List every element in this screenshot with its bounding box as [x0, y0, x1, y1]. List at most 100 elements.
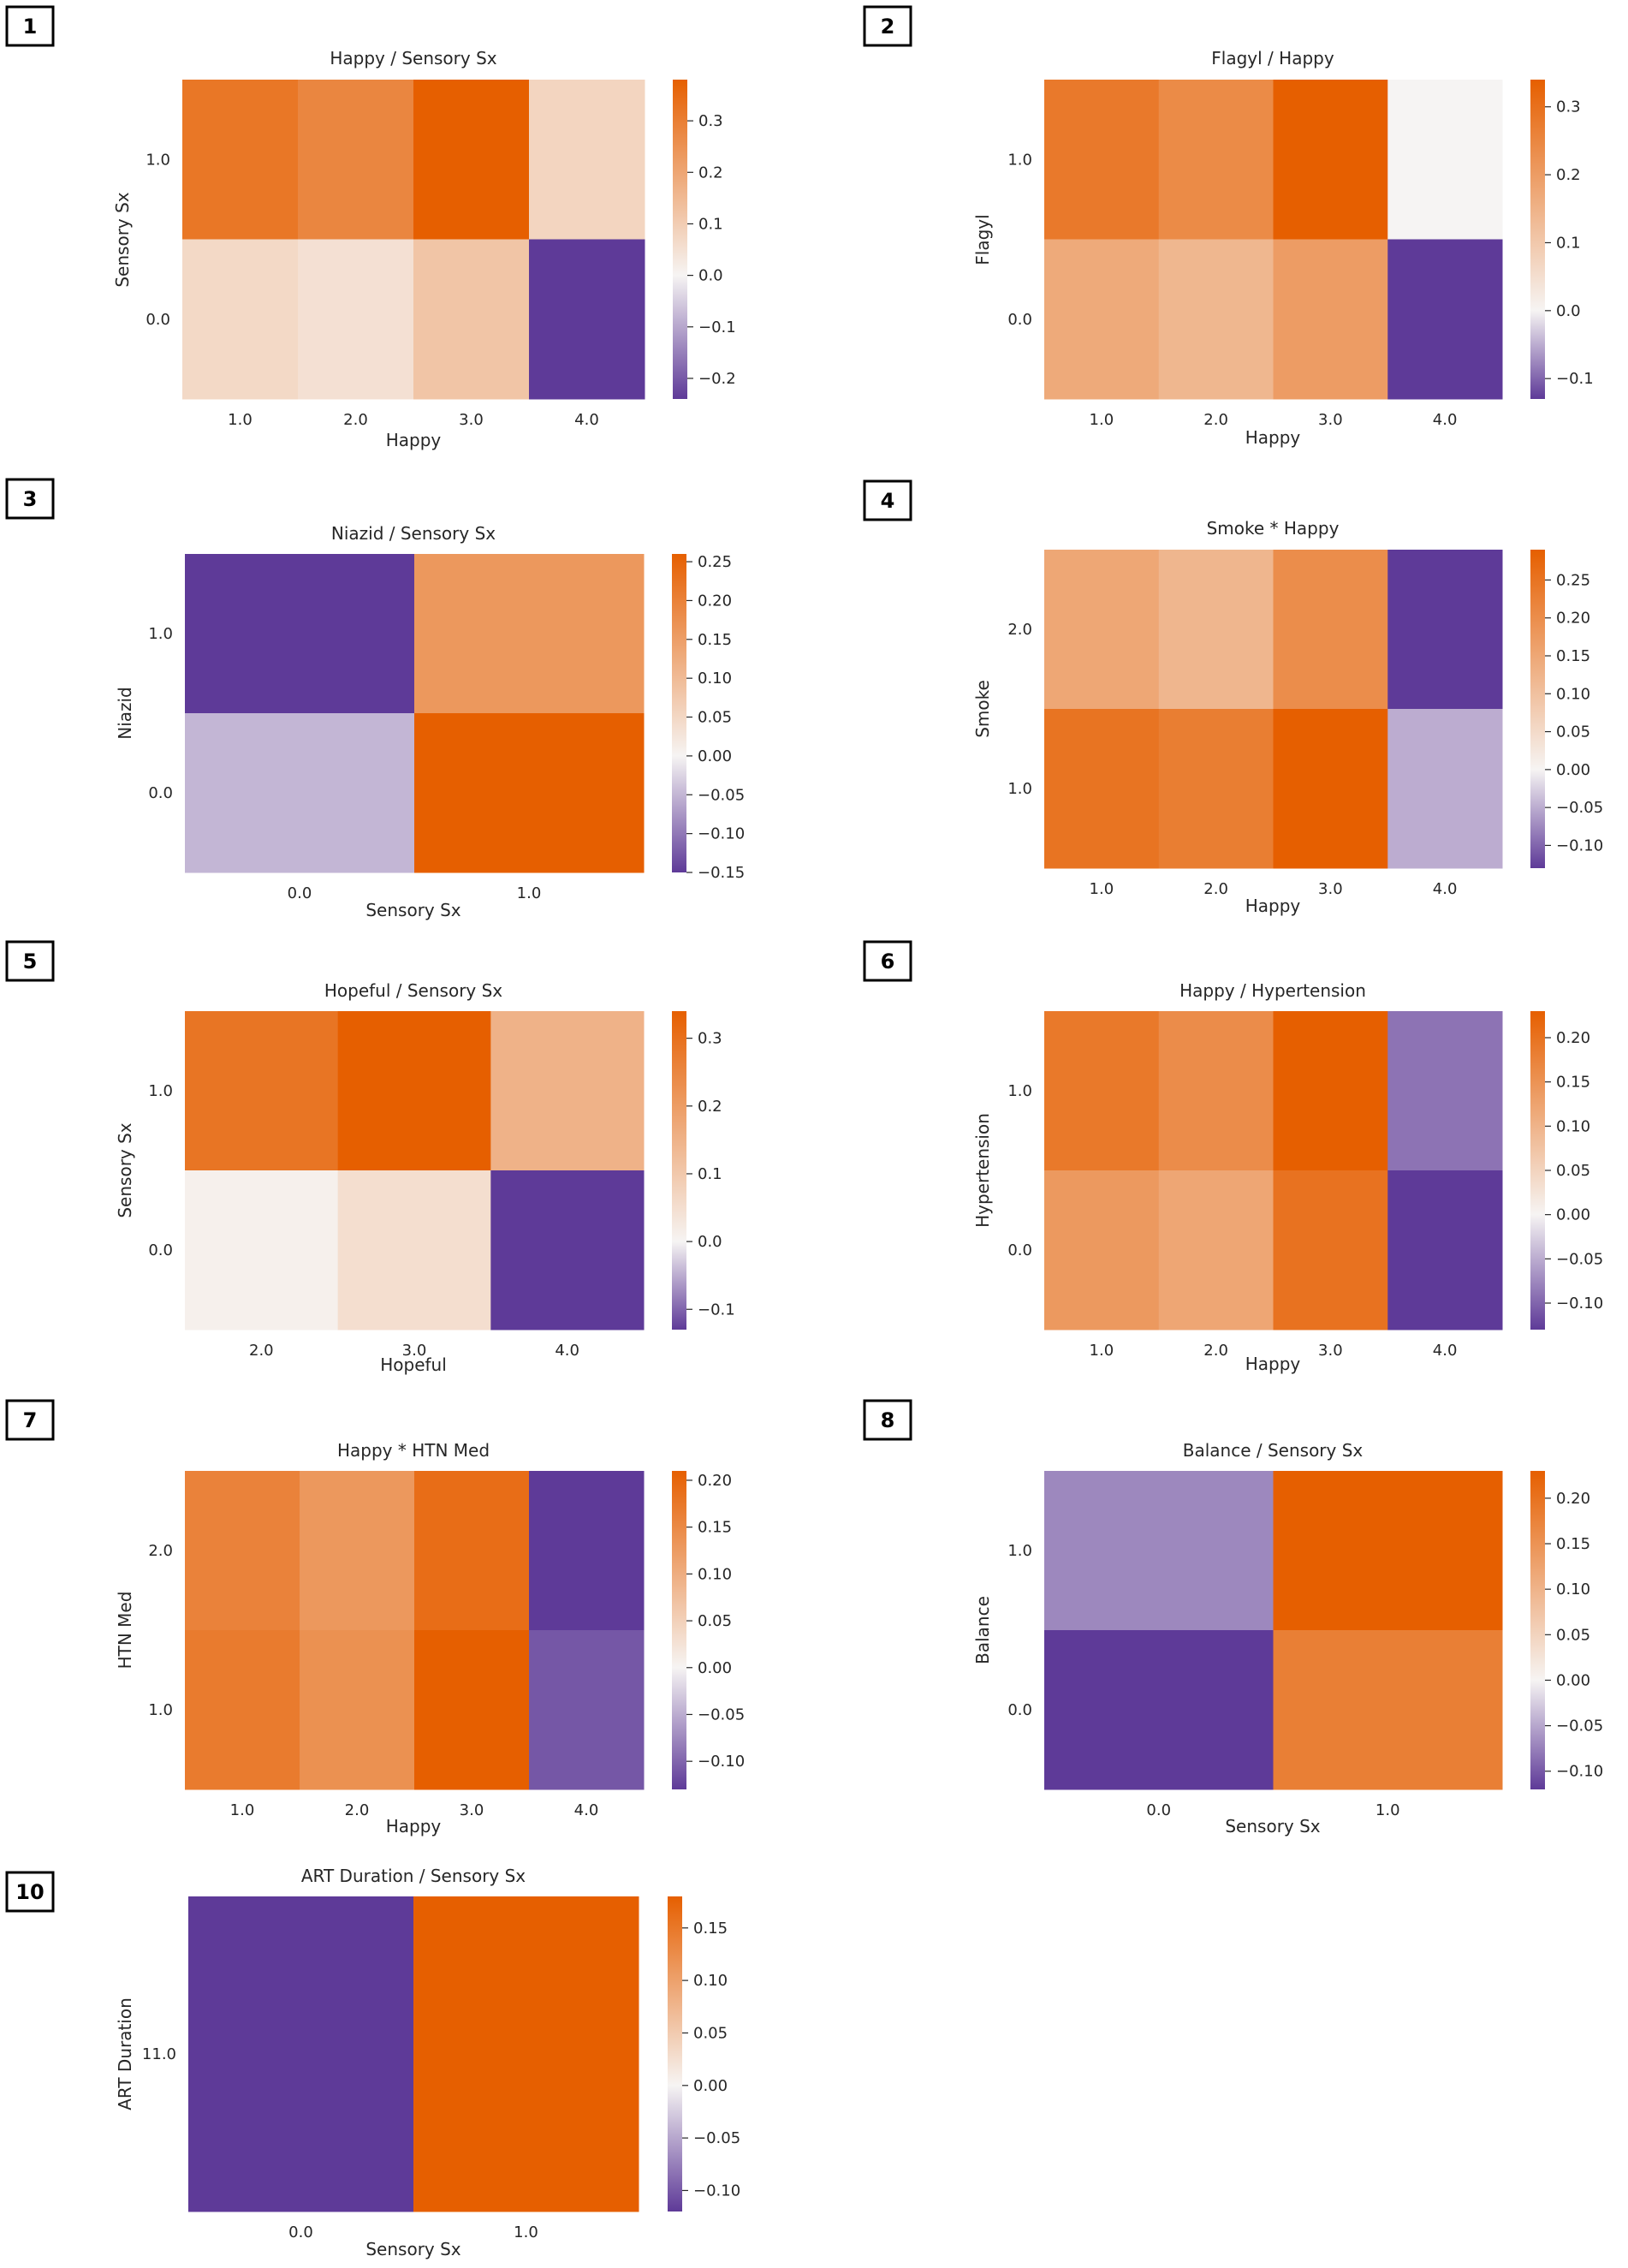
colorbar-tick-label: 0.15 [698, 631, 732, 649]
heatmap-panel-10: 10 ART Duration / Sensory Sx 0.0 1.0 11.0 Sen… [5, 1866, 740, 2259]
colorbar-tick-label: −0.10 [1556, 1763, 1603, 1781]
colorbar-tick-label: 0.0 [698, 1233, 722, 1251]
heatmap-cell [337, 1170, 491, 1330]
heatmap-cell [185, 554, 415, 714]
y-axis-label: Sensory Sx [112, 192, 133, 287]
colorbar-tick-label: −0.10 [1556, 836, 1603, 854]
y-axis-label: Smoke [972, 680, 993, 738]
chart-title: Balance / Sensory Sx [1183, 1440, 1364, 1461]
colorbar-tick-label: 0.0 [1556, 302, 1581, 320]
colorbar-tick-label: 0.20 [1556, 1029, 1590, 1047]
heatmap-cell [1158, 80, 1274, 240]
panel-badge: 3 [5, 478, 55, 520]
x-tick-label: 4.0 [555, 1342, 579, 1360]
x-axis-label: Sensory Sx [1225, 1816, 1320, 1836]
heatmap-cell [1044, 1630, 1274, 1790]
y-axis-label: ART Duration [115, 1997, 135, 2110]
heatmap-cell [1044, 1170, 1160, 1330]
x-tick-label: 2.0 [345, 1801, 370, 1819]
heatmap-cell [185, 713, 415, 873]
y-axis-label: Balance [972, 1596, 993, 1664]
heatmap-cell [1273, 709, 1388, 869]
colorbar-tick-label: −0.1 [698, 1301, 735, 1319]
x-axis-label: Sensory Sx [365, 900, 460, 920]
colorbar-tick-label: 0.1 [698, 1165, 722, 1183]
x-tick-label: 0.0 [1146, 1801, 1171, 1819]
y-tick-label: 1.0 [148, 1082, 173, 1100]
y-tick-label: 1.0 [1007, 1082, 1032, 1100]
heatmap-panel-3: 3 Niazid / Sensory Sx 0.0 1.0 1.0 0.0 Sensory … [5, 478, 745, 920]
heatmap-cell [1387, 709, 1503, 869]
colorbar-tick-label: 0.3 [698, 112, 723, 130]
x-tick-label: 1.0 [517, 884, 542, 902]
heatmap-cell [1158, 1011, 1274, 1171]
heatmap-cell [1158, 1170, 1274, 1330]
heatmap-panel-8: 8 Balance / Sensory Sx 0.0 1.0 1.0 0.0 Sensory… [863, 1399, 1603, 1836]
heatmap-cell [529, 239, 645, 400]
y-axis-label: Flagyl [972, 214, 993, 265]
heatmap-cell [1387, 550, 1503, 710]
y-tick-label: 1.0 [148, 1701, 173, 1719]
colorbar-tick-label: 0.00 [1556, 761, 1590, 779]
colorbar-tick-label: −0.1 [1556, 370, 1594, 388]
colorbar-tick-label: −0.10 [1556, 1295, 1603, 1313]
colorbar [668, 1896, 682, 2211]
chart-title: Hopeful / Sensory Sx [324, 980, 502, 1001]
x-tick-label: 4.0 [1433, 1342, 1458, 1360]
colorbar-tick-label: −0.2 [698, 370, 736, 388]
colorbar-tick-label: 0.05 [1556, 1626, 1590, 1644]
x-tick-label: 3.0 [1318, 411, 1343, 429]
heatmap-cell [414, 1471, 530, 1631]
panel-badge: 5 [5, 940, 55, 982]
colorbar-tick-label: 0.20 [698, 1472, 732, 1490]
colorbar-tick-label: 0.10 [1556, 1117, 1590, 1135]
x-tick-label: 1.0 [230, 1801, 255, 1819]
heatmap-cell [490, 1011, 645, 1171]
heatmap-cell [1273, 550, 1388, 710]
colorbar-tick-label: 0.05 [698, 1612, 732, 1630]
heatmap-cell [1158, 239, 1274, 400]
x-axis-label: Happy [1245, 896, 1301, 916]
x-tick-label: 3.0 [402, 1342, 427, 1360]
x-tick-label: 4.0 [1433, 880, 1458, 898]
x-tick-label: 4.0 [574, 1801, 599, 1819]
heatmap-cell [529, 1630, 645, 1790]
heatmap-panel-7: 7 Happy * HTN Med 1.0 2.0 3.0 4.0 2.0 1.0 Happy H… [5, 1399, 745, 1836]
heatmap-cell [490, 1170, 645, 1330]
panel-number: 4 [881, 489, 895, 513]
colorbar-tick-label: 0.00 [698, 747, 732, 765]
colorbar-tick-label: 0.2 [698, 164, 723, 182]
heatmap-panel-6: 6 Happy / Hypertension 1.0 2.0 3.0 4.0 1.0 0.0 H… [863, 940, 1603, 1374]
colorbar-tick-label: 0.10 [1556, 685, 1590, 703]
y-tick-label: 1.0 [1007, 151, 1032, 169]
x-tick-label: 1.0 [1090, 1342, 1114, 1360]
panel-badge: 4 [863, 479, 912, 521]
chart-title: Happy / Sensory Sx [330, 48, 496, 68]
heatmap-cell [300, 1471, 415, 1631]
colorbar-tick-label: 0.2 [698, 1098, 722, 1116]
heatmap-cell [1273, 1170, 1388, 1330]
colorbar-tick-label: −0.15 [698, 864, 745, 882]
colorbar-tick-label: 0.20 [1556, 610, 1590, 628]
heatmap-cell [1044, 550, 1160, 710]
colorbar-tick-label: 0.15 [698, 1519, 732, 1537]
heatmap-cell [185, 1170, 339, 1330]
colorbar-tick-label: −0.10 [698, 1753, 745, 1771]
colorbar-tick-label: 0.2 [1556, 166, 1581, 184]
y-tick-label: 1.0 [1007, 1542, 1032, 1560]
colorbar-tick-label: 0.00 [698, 1659, 732, 1677]
panel-badge: 8 [863, 1399, 912, 1441]
x-tick-label: 3.0 [459, 411, 484, 429]
panel-number: 5 [23, 949, 38, 973]
x-axis-label: Happy [1245, 1354, 1301, 1374]
chart-title: Happy * HTN Med [337, 1440, 490, 1461]
x-axis-label: Happy [1245, 427, 1301, 448]
colorbar-tick-label: 0.20 [698, 592, 732, 610]
y-axis-label: Hypertension [972, 1113, 993, 1228]
colorbar-tick-label: −0.05 [698, 786, 745, 804]
colorbar-tick-label: 0.00 [1556, 1671, 1590, 1689]
heatmap-cell [1044, 1011, 1160, 1171]
x-tick-label: 3.0 [460, 1801, 484, 1819]
colorbar [1530, 1011, 1545, 1330]
colorbar-tick-label: −0.05 [1556, 1250, 1603, 1268]
